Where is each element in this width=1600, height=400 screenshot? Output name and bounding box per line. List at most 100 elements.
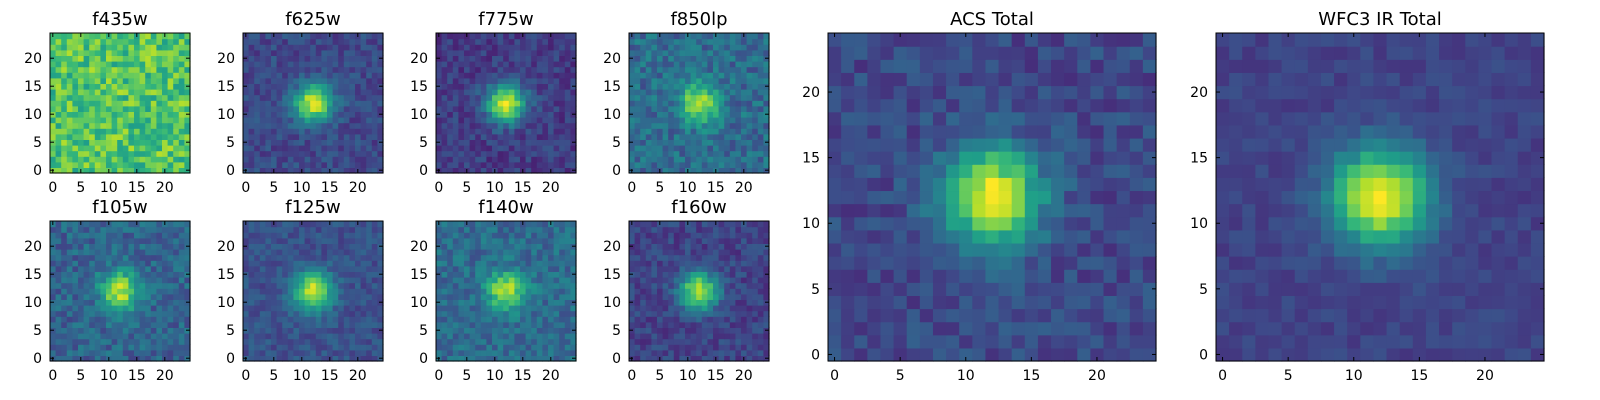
heatmap-cell bbox=[349, 243, 356, 250]
heatmap-cell bbox=[243, 226, 250, 233]
heatmap-cell bbox=[436, 232, 443, 239]
heatmap-cell bbox=[61, 221, 68, 228]
heatmap-cell bbox=[548, 321, 555, 328]
heatmap-cell bbox=[338, 77, 345, 84]
heatmap-cell bbox=[271, 139, 278, 146]
heatmap-cell bbox=[310, 249, 317, 256]
heatmap-cell bbox=[497, 327, 504, 334]
heatmap-cell bbox=[106, 38, 113, 45]
heatmap-cell bbox=[486, 111, 493, 118]
heatmap-cell bbox=[525, 249, 532, 256]
heatmap-cell bbox=[701, 55, 708, 62]
heatmap-cell bbox=[690, 305, 697, 312]
heatmap-cell bbox=[645, 167, 652, 174]
heatmap-cell bbox=[673, 293, 680, 300]
heatmap-cell bbox=[327, 299, 334, 306]
heatmap-cell bbox=[377, 232, 384, 239]
heatmap-cell bbox=[315, 167, 322, 174]
heatmap-cell bbox=[259, 299, 266, 306]
heatmap-cell bbox=[366, 33, 373, 40]
heatmap-cell bbox=[757, 282, 764, 289]
heatmap-cell bbox=[117, 355, 124, 362]
heatmap-cell bbox=[480, 254, 487, 261]
heatmap-cell bbox=[265, 61, 272, 68]
heatmap-cell bbox=[156, 61, 163, 68]
heatmap-cell bbox=[156, 226, 163, 233]
heatmap-cell bbox=[377, 161, 384, 168]
heatmap-cell bbox=[525, 327, 532, 334]
heatmap-cell bbox=[360, 321, 367, 328]
heatmap-cell bbox=[486, 167, 493, 174]
heatmap-cell bbox=[503, 249, 510, 256]
heatmap-cell bbox=[287, 105, 294, 112]
heatmap-cell bbox=[282, 349, 289, 356]
heatmap-cell bbox=[83, 316, 90, 323]
heatmap-cell bbox=[243, 349, 250, 356]
heatmap-cell bbox=[310, 49, 317, 56]
heatmap-cell bbox=[741, 72, 748, 79]
heatmap-cell bbox=[553, 100, 560, 107]
heatmap-cell bbox=[570, 226, 577, 233]
heatmap-cell bbox=[106, 327, 113, 334]
heatmap-cell bbox=[271, 89, 278, 96]
heatmap-cell bbox=[475, 145, 482, 152]
heatmap-cell bbox=[520, 139, 527, 146]
heatmap-cell bbox=[441, 133, 448, 140]
heatmap-cell bbox=[243, 49, 250, 56]
heatmap-cell bbox=[243, 338, 250, 345]
heatmap-cell bbox=[111, 38, 118, 45]
heatmap-cell bbox=[61, 117, 68, 124]
heatmap-cell bbox=[332, 338, 339, 345]
heatmap-cell bbox=[94, 305, 101, 312]
heatmap-cell bbox=[89, 44, 96, 51]
heatmap-cell bbox=[377, 221, 384, 228]
heatmap-cell bbox=[729, 49, 736, 56]
heatmap-cell bbox=[452, 299, 459, 306]
heatmap-cell bbox=[536, 145, 543, 152]
heatmap-cell bbox=[162, 232, 169, 239]
heatmap-cell bbox=[128, 327, 135, 334]
heatmap-cell bbox=[156, 355, 163, 362]
heatmap-cell bbox=[310, 139, 317, 146]
heatmap-cell bbox=[441, 310, 448, 317]
heatmap-cell bbox=[746, 44, 753, 51]
heatmap-cell bbox=[497, 226, 504, 233]
heatmap-cell bbox=[184, 105, 191, 112]
heatmap-cell bbox=[343, 249, 350, 256]
heatmap-cell bbox=[531, 66, 538, 73]
heatmap-cell bbox=[355, 77, 362, 84]
heatmap-cell bbox=[514, 100, 521, 107]
heatmap-cell bbox=[89, 100, 96, 107]
heatmap-cell bbox=[315, 122, 322, 129]
heatmap-cell bbox=[752, 77, 759, 84]
heatmap-cell bbox=[724, 72, 731, 79]
heatmap-cell bbox=[679, 72, 686, 79]
heatmap-cell bbox=[503, 349, 510, 356]
heatmap-cell bbox=[441, 344, 448, 351]
heatmap-cell bbox=[184, 321, 191, 328]
heatmap-cell bbox=[167, 271, 174, 278]
heatmap-cell bbox=[757, 111, 764, 118]
heatmap-cell bbox=[685, 316, 692, 323]
heatmap-cell bbox=[480, 293, 487, 300]
heatmap-cell bbox=[469, 249, 476, 256]
heatmap-cell bbox=[713, 310, 720, 317]
heatmap-cell bbox=[746, 111, 753, 118]
heatmap-cell bbox=[553, 94, 560, 101]
heatmap-cell bbox=[752, 321, 759, 328]
heatmap-cell bbox=[752, 128, 759, 135]
heatmap-cell bbox=[111, 271, 118, 278]
heatmap-cell bbox=[371, 271, 378, 278]
heatmap-cell bbox=[343, 33, 350, 40]
heatmap-cell bbox=[553, 72, 560, 79]
heatmap-cell bbox=[61, 111, 68, 118]
heatmap-cell bbox=[150, 271, 157, 278]
heatmap-cell bbox=[492, 260, 499, 267]
heatmap-cell bbox=[657, 288, 664, 295]
heatmap-cell bbox=[542, 44, 549, 51]
heatmap-cell bbox=[355, 288, 362, 295]
heatmap-cell bbox=[310, 327, 317, 334]
heatmap-cell bbox=[150, 243, 157, 250]
heatmap-cell bbox=[117, 156, 124, 163]
